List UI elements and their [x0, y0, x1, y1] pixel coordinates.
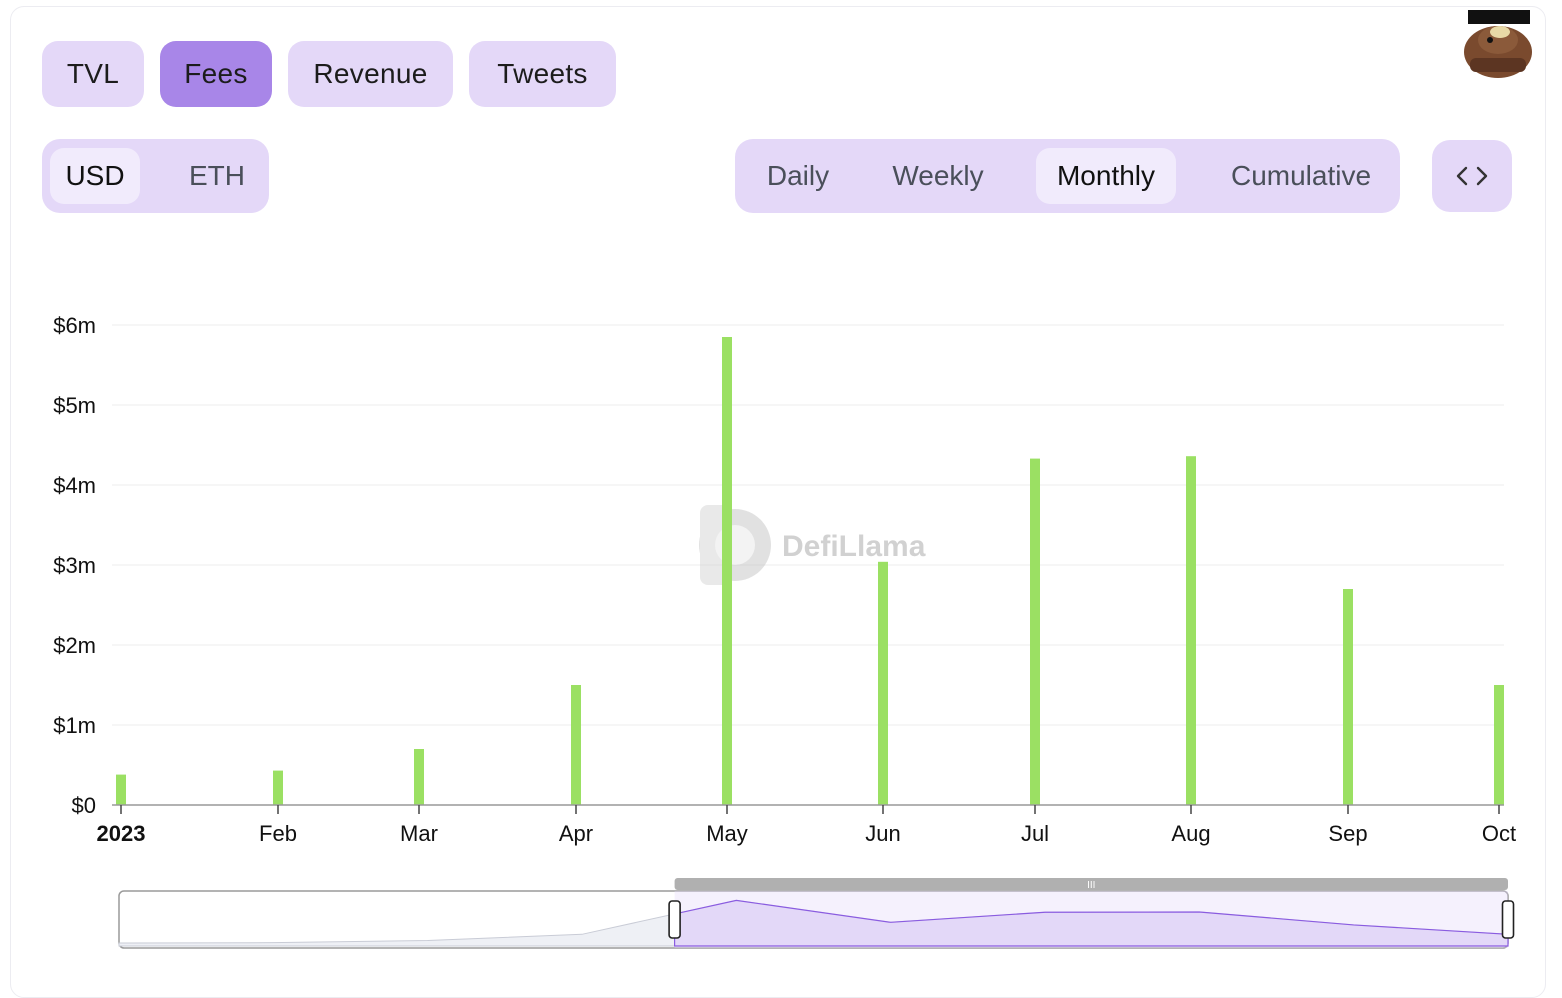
x-tick-label: Aug [1171, 821, 1210, 846]
grid-lines [112, 324, 1504, 726]
tab-fees[interactable]: Fees [160, 41, 272, 107]
x-tick-label: Mar [400, 821, 438, 846]
y-tick-label: $3m [53, 553, 96, 578]
bar-aug[interactable] [1186, 456, 1196, 805]
period-monthly[interactable]: Monthly [1036, 148, 1176, 204]
zoom-handle-left[interactable] [668, 900, 681, 939]
zoom-grip-icon: III [1087, 880, 1095, 891]
x-tick-label: 2023 [97, 821, 146, 846]
y-tick-label: $6m [53, 313, 96, 338]
denomination-usd[interactable]: USD [50, 148, 140, 204]
bar-may[interactable] [722, 337, 732, 805]
denomination-toggle: USD ETH [42, 139, 269, 213]
bar-jul[interactable] [1030, 458, 1040, 805]
zoom-drag-bar[interactable] [674, 878, 1508, 890]
x-tick-label: Feb [259, 821, 297, 846]
tab-revenue[interactable]: Revenue [288, 41, 453, 107]
bar-feb[interactable] [273, 770, 283, 805]
period-daily[interactable]: Daily [766, 160, 830, 191]
x-tick-label: Apr [559, 821, 593, 846]
zoom-slider[interactable]: III [118, 878, 1515, 949]
watermark-text: DefiLlama [782, 530, 926, 563]
bars [116, 337, 1504, 805]
avatar-image [1464, 10, 1532, 78]
x-tick-label: Jun [865, 821, 900, 846]
x-tick-label: May [706, 821, 748, 846]
bar-sep[interactable] [1343, 589, 1353, 805]
bar-apr[interactable] [571, 685, 581, 805]
code-brackets-icon [1456, 166, 1488, 186]
x-tick-label: Sep [1328, 821, 1367, 846]
y-tick-label: $0 [72, 793, 96, 818]
tab-tvl[interactable]: TVL [42, 41, 144, 107]
bar-2023[interactable] [116, 774, 126, 805]
watermark: DefiLlama [699, 505, 926, 585]
zoom-selected-preview [674, 899, 1509, 947]
bar-mar[interactable] [414, 749, 424, 805]
embed-button[interactable] [1432, 140, 1512, 212]
bar-oct[interactable] [1494, 685, 1504, 805]
denomination-eth[interactable]: ETH [189, 160, 245, 191]
period-toggle: Daily Weekly Monthly Cumulative [735, 139, 1400, 213]
y-tick-label: $4m [53, 473, 96, 498]
period-cumulative[interactable]: Cumulative [1230, 160, 1372, 191]
y-tick-label: $1m [53, 713, 96, 738]
zoom-handle-right[interactable] [1501, 900, 1515, 939]
period-weekly[interactable]: Weekly [892, 160, 984, 191]
x-axis-labels: 2023 Feb Mar Apr May Jun Jul Aug Sep Oct [97, 805, 1516, 846]
y-tick-label: $2m [53, 633, 96, 658]
bar-jun[interactable] [878, 561, 888, 805]
y-tick-label: $5m [53, 393, 96, 418]
x-tick-label: Jul [1021, 821, 1049, 846]
y-axis-labels: $0 $1m $2m $3m $4m $5m $6m [53, 313, 96, 818]
tab-tweets[interactable]: Tweets [469, 41, 616, 107]
x-tick-label: Oct [1482, 821, 1516, 846]
